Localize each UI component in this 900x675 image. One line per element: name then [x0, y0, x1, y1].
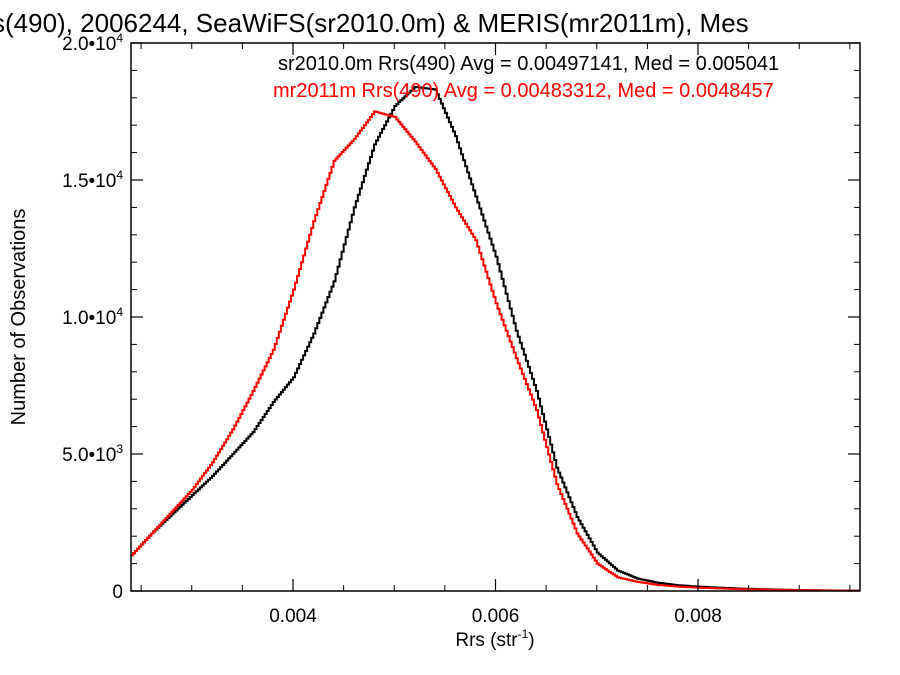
y-tick-label: 1.5•104 — [62, 168, 123, 192]
x-axis-label-close: ) — [528, 630, 534, 651]
series-line-black — [131, 85, 860, 591]
y-tick-label: 1.0•104 — [62, 305, 123, 329]
x-axis-label-main: Rrs (str — [455, 630, 518, 651]
x-tick-label: 0.008 — [674, 606, 722, 627]
chart-title: s(490), 2006244, SeaWiFS(sr2010.0m) & ME… — [0, 8, 749, 38]
y-tick-label: 2.0•104 — [62, 31, 123, 55]
y-tick-label: 5.0•103 — [62, 442, 123, 466]
x-tick-label: 0.004 — [269, 606, 317, 627]
annotation-red-series: mr2011m Rrs(490) Avg = 0.00483312, Med =… — [273, 80, 774, 102]
x-axis-label-sup: -1 — [518, 627, 529, 641]
plot-frame — [130, 42, 861, 592]
y-axis-label: Number of Observations — [8, 209, 30, 426]
x-tick-label: 0.006 — [472, 606, 520, 627]
x-axis-label: Rrs (str-1) — [455, 627, 534, 651]
y-tick-label: 0 — [112, 582, 123, 603]
annotation-black-series: sr2010.0m Rrs(490) Avg = 0.00497141, Med… — [278, 53, 779, 75]
series-line-red — [131, 110, 860, 591]
